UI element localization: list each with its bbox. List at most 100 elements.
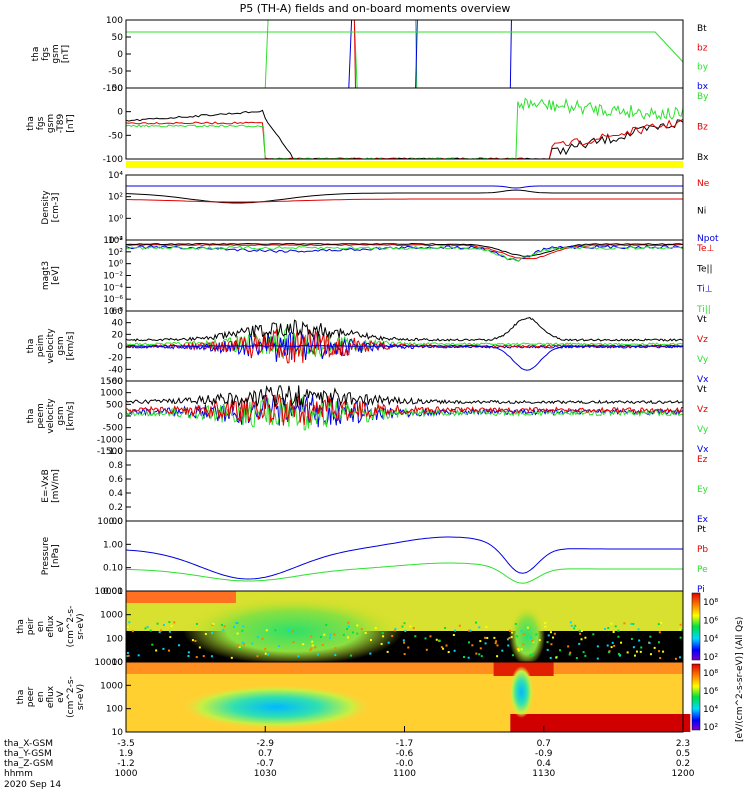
ion-spectrogram-pixel [555, 656, 558, 659]
y-tick-label: 1500 [100, 377, 123, 387]
x-tick-label: -3.5 [117, 739, 135, 749]
ion-spectrogram-pixel [573, 627, 576, 630]
ion-spectrogram-pixel [468, 629, 471, 632]
bx-trace [125, 109, 684, 160]
y-axis-label: magt3 [eV] [41, 261, 61, 290]
ion-spectrogram-pixel [532, 653, 535, 656]
ion-spectrogram-pixel [325, 623, 328, 626]
ion-spectrogram-pixel [508, 629, 511, 632]
ion-spectrogram-pixel [649, 653, 652, 656]
y-axis-label-line: velocity [46, 328, 56, 364]
x-tick-label: 1100 [393, 769, 416, 779]
ion-spectrogram-pixel [478, 653, 481, 656]
y-tick-label: 10⁴ [108, 236, 123, 246]
y-axis-label-line: Pressure [41, 536, 51, 575]
legend-entry: bz [697, 43, 708, 53]
ion-spectrogram-pixel [633, 654, 636, 657]
ion-spectrogram-pixel [195, 622, 198, 625]
ion-spectrogram-pixel [485, 626, 488, 629]
x-tick-label: -0.0 [396, 759, 414, 769]
ion-spectrogram-pixel [567, 645, 570, 648]
ion-spectrogram-pixel [261, 637, 264, 640]
ion-spectrogram-pixel [404, 630, 407, 633]
ion-spectrogram-pixel [442, 647, 445, 650]
ion-spectrogram-pixel [613, 644, 616, 647]
legend-entry: Ti|| [696, 305, 711, 315]
y-tick-label: 10⁻² [103, 236, 123, 246]
legend-entry: bx [697, 82, 709, 92]
x-axis-row-label: tha_Z-GSM [4, 759, 53, 769]
ion-spectrogram-pixel [517, 649, 520, 652]
ion-spectrogram-pixel [623, 622, 626, 625]
ion-spectrogram-pixel [170, 625, 173, 628]
ion-spectrogram-pixel [648, 642, 651, 645]
ion-spectrogram-pixel [204, 632, 207, 635]
legend-entry: Vy [697, 355, 709, 365]
ion-spectrogram-pixel [440, 646, 443, 649]
panel-frame [125, 87, 684, 160]
ion-spectrogram-pixel [575, 657, 578, 660]
vy-trace [125, 327, 684, 359]
ion-spectrogram-pixel [552, 636, 555, 639]
x-axis-row-label: tha_Y-GSM [4, 749, 52, 759]
y-axis-label-line: fgs [41, 47, 51, 61]
ion-spectrogram-pixel [291, 630, 294, 633]
legend-entry: by [697, 63, 709, 73]
ion-spectrogram-pixel [264, 647, 267, 650]
x-tick-label: 0.7 [258, 749, 272, 759]
ion-spectrogram-pixel [220, 623, 223, 626]
ion-spectrogram-pixel [256, 635, 259, 638]
ion-spectrogram-crossing [509, 606, 546, 666]
ion-spectrogram-pixel [630, 622, 633, 625]
ion-spectrogram-pixel [162, 647, 165, 650]
y-tick-label: 0.4 [109, 489, 124, 499]
panel-frame [125, 450, 684, 522]
pi-trace [125, 536, 683, 580]
ion-spectrogram-pixel [617, 629, 620, 632]
ion-spectrogram-pixel [311, 644, 314, 647]
y-tick-label: -20 [108, 354, 123, 364]
ion-spectrogram-pixel [126, 625, 129, 628]
legend-entry: Vt [697, 315, 707, 325]
ni-trace [125, 189, 683, 204]
ion-spectrogram-pixel [447, 651, 450, 654]
y-tick-label: -1000 [97, 435, 123, 445]
ion-spectrogram-pixel [128, 621, 131, 624]
ion-spectrogram-pixel [568, 653, 571, 656]
x-tick-label: 0.7 [537, 739, 551, 749]
y-tick-label: 10⁻⁸ [103, 307, 123, 317]
ion-spectrogram-pixel [522, 643, 525, 646]
x-tick-label: 1130 [532, 769, 555, 779]
ion-spectrogram-pixel [662, 650, 665, 653]
ion-spectrogram-pixel [160, 629, 163, 632]
legend-entry: Pb [697, 545, 708, 555]
vt-trace [125, 316, 684, 342]
x-tick-label: -0.6 [396, 749, 414, 759]
by-trace [126, 31, 684, 63]
y-axis-label: tha fgs gsm [nT] [31, 44, 71, 63]
legend-entry: Bz [697, 123, 708, 133]
y-tick-label: 1.00 [103, 540, 123, 550]
ion-spectrogram-pixel [131, 630, 134, 633]
y-tick-label: 10⁻² [103, 272, 123, 282]
x-tick-label: -1.7 [396, 739, 414, 749]
by-trace [125, 97, 684, 160]
ion-spectrogram-pixel [403, 622, 406, 625]
ion-spectrogram-pixel [632, 623, 635, 626]
ion-spectrogram-pixel [520, 630, 523, 633]
ion-spectrogram-pixel [342, 633, 345, 636]
ion-spectrogram-pixel [438, 639, 441, 642]
y-axis-label-line: Density [41, 190, 51, 225]
ion-spectrogram-pixel [469, 629, 472, 632]
ion-spectrogram-pixel [167, 649, 170, 652]
y-tick-label: 0.8 [109, 461, 124, 471]
ion-spectrogram-pixel [544, 625, 547, 628]
y-axis-label-line: peim [36, 335, 46, 358]
ion-spectrogram-pixel [162, 623, 165, 626]
ion-spectrogram-pixel [660, 621, 663, 624]
ion-spectrogram-pixel [242, 625, 245, 628]
y-tick-label: 100 [106, 634, 123, 644]
ion-spectrogram-pixel [238, 647, 241, 650]
ion-spectrogram-pixel [414, 635, 417, 638]
x-tick-label: 0.5 [676, 749, 690, 759]
